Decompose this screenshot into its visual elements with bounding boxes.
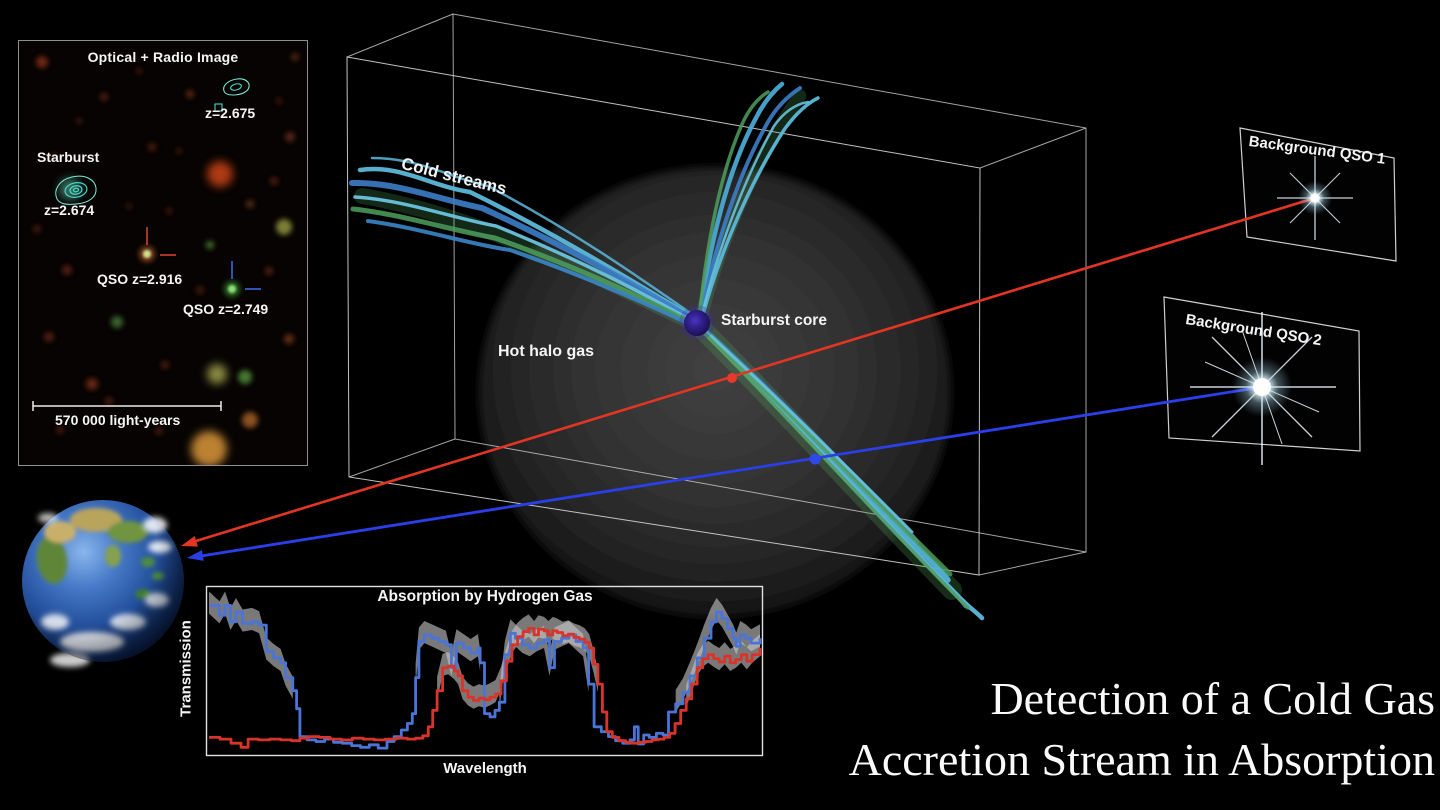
optical-radio-panel: Optical + Radio Image z=2.675 Starburst … (18, 40, 308, 466)
galaxy-blob (126, 203, 132, 209)
spectrum-y-axis-label: Transmission (177, 620, 195, 717)
spectrum-plot-frame (205, 585, 764, 757)
galaxy-blob (242, 412, 258, 428)
hot-halo-label: Hot halo gas (498, 343, 595, 360)
galaxy-blob (291, 53, 299, 61)
galaxy-blob (284, 334, 294, 344)
galaxy-blob (270, 177, 278, 185)
galaxy-blob (196, 286, 204, 294)
optical-panel-title: Optical + Radio Image (87, 49, 239, 65)
galaxy-blob (276, 98, 282, 104)
scale-bar (32, 401, 222, 411)
optical-panel-canvas (32, 53, 299, 465)
galaxy-blob (44, 332, 54, 342)
galaxy-blob (206, 241, 214, 249)
figure-title-line1: Detection of a Cold Gas (990, 673, 1435, 724)
galaxy-blob (76, 118, 82, 124)
radio-contours-starburst (55, 175, 97, 205)
galaxy-blob (155, 427, 163, 435)
figure-title: Detection of a Cold Gas Accretion Stream… (849, 668, 1435, 790)
galaxy-blob (105, 397, 113, 405)
galaxy-blob (176, 148, 182, 154)
galaxy-blob (246, 200, 254, 208)
galaxy-blob (186, 90, 194, 98)
radio-source-redshift-label: z=2.675 (205, 105, 256, 121)
red-absorption-point (727, 373, 737, 383)
starburst-redshift-label: z=2.674 (44, 202, 95, 218)
radio-contours-z2675 (214, 78, 250, 112)
galaxy-blob (111, 316, 123, 328)
sightline-red (181, 196, 1316, 547)
spectrum-x-axis-label: Wavelength (443, 760, 527, 777)
qso2-star (1190, 312, 1336, 465)
starfield (33, 53, 299, 465)
starburst-core (679, 305, 715, 341)
spectrum-curves (209, 591, 762, 750)
scale-bar-label: 570 000 light-years (55, 412, 181, 428)
galaxy-blob (161, 361, 169, 369)
galaxy-blob (285, 132, 295, 142)
galaxy-blob (100, 93, 108, 101)
galaxy-blob (276, 219, 292, 235)
galaxy-blob (51, 153, 57, 159)
curve-blue_qso2_sightline (209, 604, 762, 750)
qso1-crosshair (146, 227, 176, 256)
starburst-label: Starburst (37, 149, 100, 165)
qso1-redshift-label: QSO z=2.916 (97, 271, 183, 287)
qso1-star (1277, 156, 1353, 240)
starburst-core-label: Starburst core (721, 312, 827, 329)
qso2-redshift-label: QSO z=2.749 (183, 301, 269, 317)
galaxy-blob (56, 426, 64, 434)
galaxy-blob (148, 143, 156, 151)
figure-title-line2: Accretion Stream in Absorption (848, 734, 1435, 785)
qso2-crosshair (231, 261, 261, 290)
earth-illustration (22, 500, 184, 667)
galaxy-blob (207, 161, 233, 187)
galaxy-blob (33, 225, 41, 233)
galaxy-blob (62, 265, 72, 275)
galaxy-blob (166, 208, 172, 214)
cold-streams (349, 81, 985, 621)
qso1-source (143, 250, 151, 258)
galaxy-blob (136, 68, 142, 74)
galaxy-blob (207, 364, 227, 384)
galaxy-blob (86, 378, 98, 390)
qso2-source (228, 285, 236, 293)
galaxy-blob (191, 431, 227, 465)
spectrum-title: Absorption by Hydrogen Gas (377, 588, 593, 605)
simulation-box-wireframe (346, 13, 1087, 576)
galaxy-blob (238, 370, 252, 384)
blue-absorption-point (809, 453, 821, 465)
sightline-blue (187, 385, 1263, 561)
galaxy-blob (36, 56, 48, 68)
galaxy-blob (265, 267, 273, 275)
curve-red_qso1_sightline (209, 627, 762, 749)
